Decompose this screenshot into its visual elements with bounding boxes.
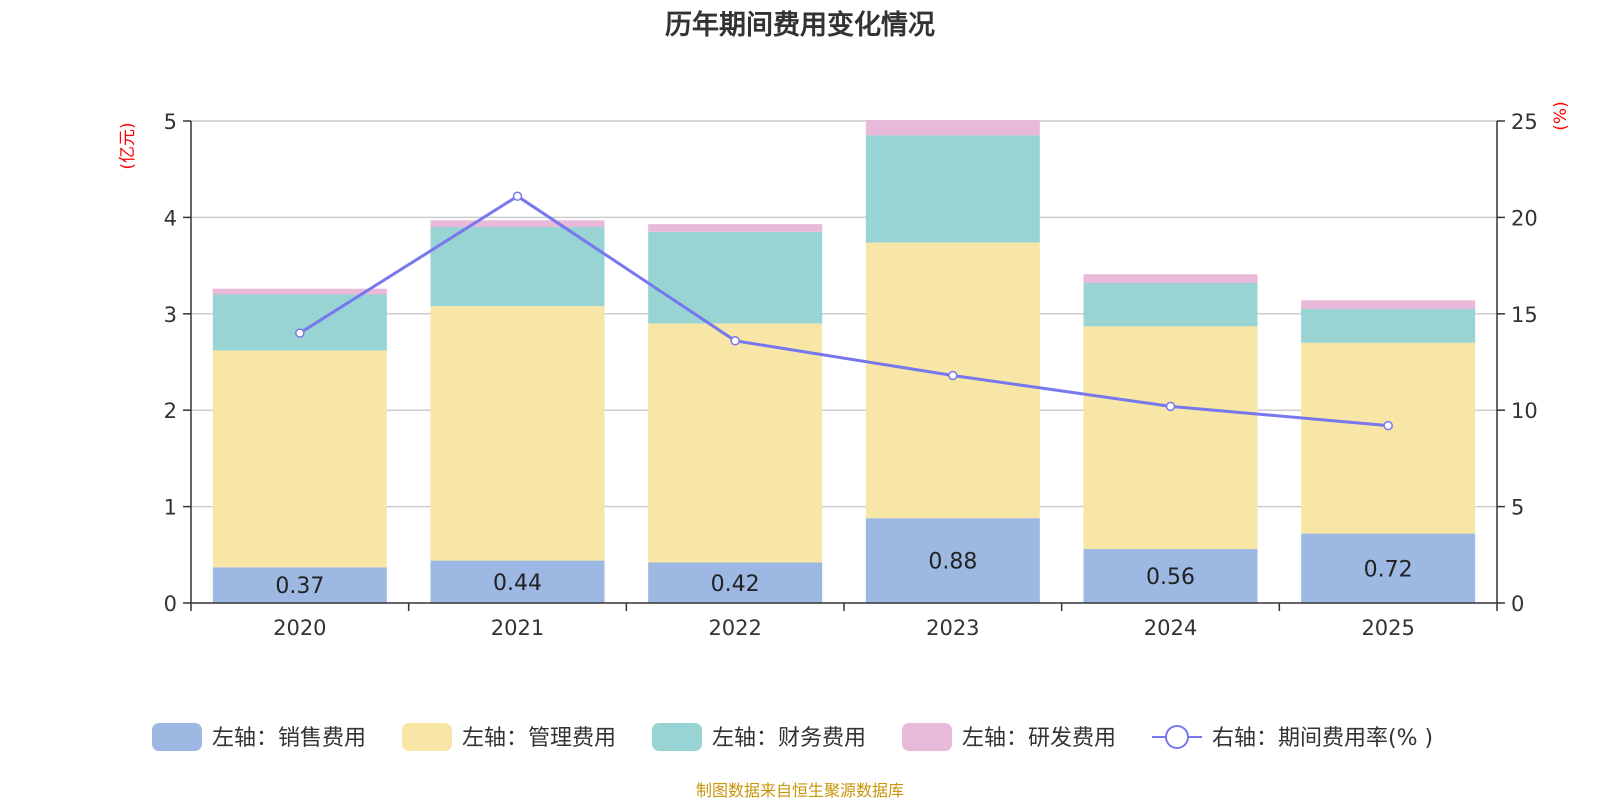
bar-value-label: 0.56 <box>1146 565 1195 590</box>
left-axis-tick-label: 2 <box>164 399 177 423</box>
bar-segment[interactable] <box>648 224 823 232</box>
legend-label: 左轴：财务费用 <box>712 726 866 751</box>
bar-segment[interactable] <box>1083 549 1258 603</box>
bar-segment[interactable] <box>865 120 1040 136</box>
bar-segment[interactable] <box>648 562 823 603</box>
right-axis-tick-label: 5 <box>1511 496 1524 520</box>
bar-segment[interactable] <box>648 323 823 563</box>
right-axis-tick-label: 0 <box>1511 592 1524 616</box>
bar-segment[interactable] <box>1301 533 1476 603</box>
legend-label: 右轴：期间费用率(% ) <box>1212 726 1433 751</box>
rate-point[interactable] <box>512 191 523 201</box>
rate-line-series <box>295 191 1393 431</box>
bar-segment[interactable] <box>648 231 823 324</box>
legend-swatch <box>152 723 202 751</box>
data-labels: 0.37 0.44 0.42 0.88 0.56 0.72 <box>275 550 1412 600</box>
rate-point[interactable] <box>730 336 740 346</box>
bar-value-label: 0.88 <box>928 550 977 575</box>
bar-value-label: 0.44 <box>493 571 542 596</box>
bar-segment[interactable] <box>1083 282 1258 327</box>
legend-label: 左轴：研发费用 <box>962 726 1116 751</box>
left-axis-tick-label: 4 <box>164 206 177 230</box>
bar-segment[interactable] <box>1083 326 1258 550</box>
bar-segment[interactable] <box>1301 300 1476 309</box>
chart-title: 历年期间费用变化情况 <box>665 9 935 41</box>
grid-lines <box>191 120 1497 508</box>
rate-point[interactable] <box>295 328 305 338</box>
legend-label: 左轴：管理费用 <box>462 726 616 751</box>
right-axis-tick-label: 10 <box>1511 399 1538 423</box>
rate-line <box>299 194 1389 428</box>
x-axis-tick-label: 2020 <box>273 616 326 640</box>
right-axis-tick-label: 25 <box>1511 110 1538 134</box>
legend-marker-icon <box>1165 725 1189 749</box>
bar-segment[interactable] <box>1083 274 1258 283</box>
left-axis-tick-label: 0 <box>164 592 177 616</box>
right-axis-tick-label: 20 <box>1511 206 1538 230</box>
left-axis-tick-label: 1 <box>164 496 177 520</box>
left-axis-unit-label: (亿元) <box>118 122 138 169</box>
bar-segment[interactable] <box>212 350 387 568</box>
bar-segment[interactable] <box>430 227 605 307</box>
bar-value-label: 0.42 <box>711 572 760 597</box>
bar-value-label: 0.37 <box>275 574 324 599</box>
x-axis-tick-label: 2025 <box>1361 616 1414 640</box>
bar-segment[interactable] <box>212 294 387 351</box>
left-axis-tick-label: 3 <box>164 303 177 327</box>
rate-point[interactable] <box>1165 401 1176 412</box>
bar-value-label: 0.72 <box>1364 557 1413 582</box>
bar-segment[interactable] <box>865 518 1040 603</box>
bar-segment[interactable] <box>212 567 387 603</box>
right-axis-tick-label: 15 <box>1511 303 1538 327</box>
bar-segment[interactable] <box>1301 308 1476 343</box>
x-axis-tick-label: 2021 <box>491 616 544 640</box>
legend-item[interactable]: 左轴：管理费用 <box>402 723 616 751</box>
x-axis-tick-label: 2023 <box>926 616 979 640</box>
source-note: 制图数据来自恒生聚源数据库 <box>696 781 904 800</box>
bar-segment[interactable] <box>1301 342 1476 534</box>
bars <box>212 120 1476 603</box>
legend-label: 左轴：销售费用 <box>212 726 366 751</box>
legend-swatch <box>902 723 952 751</box>
legend-item[interactable]: 左轴：销售费用 <box>152 723 366 751</box>
x-axis-tick-label: 2022 <box>708 616 761 640</box>
legend[interactable]: 左轴：销售费用 左轴：管理费用 左轴：财务费用 左轴：研发费用 右轴：期间费用率(% ) <box>152 723 1433 751</box>
bar-segment[interactable] <box>865 135 1040 243</box>
rate-point[interactable] <box>1383 420 1393 431</box>
x-axis-tick-label: 2024 <box>1144 616 1197 640</box>
right-axis-unit-label: (%) <box>1551 101 1571 130</box>
legend-swatch <box>402 723 452 751</box>
bar-segment[interactable] <box>212 288 387 295</box>
left-axis-tick-label: 5 <box>164 110 177 134</box>
bar-segment[interactable] <box>430 306 605 561</box>
bar-segment[interactable] <box>865 242 1040 519</box>
bar-segment[interactable] <box>430 220 605 228</box>
bar-segment[interactable] <box>430 560 605 603</box>
legend-swatch <box>652 723 702 751</box>
legend-item[interactable]: 左轴：财务费用 <box>652 723 866 751</box>
legend-item[interactable]: 左轴：研发费用 <box>902 723 1116 751</box>
legend-item[interactable]: 右轴：期间费用率(% ) <box>1152 725 1433 751</box>
rate-point[interactable] <box>948 370 958 381</box>
